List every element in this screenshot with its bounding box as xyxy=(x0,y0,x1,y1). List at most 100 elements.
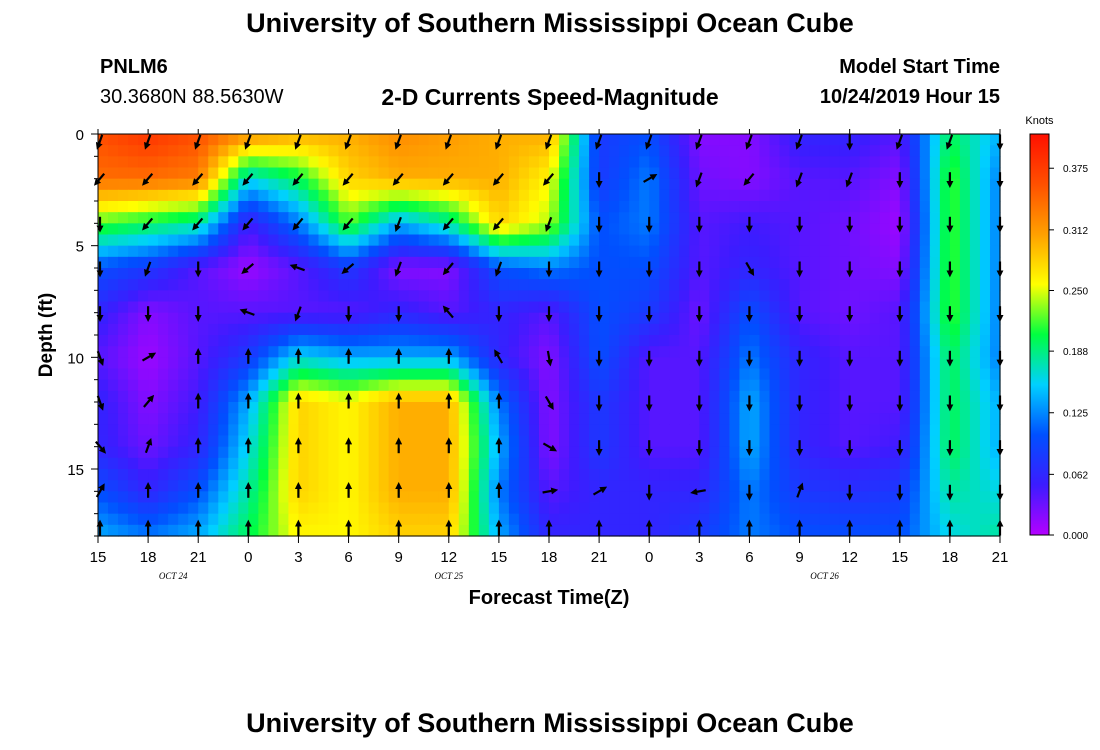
heatmap-cell xyxy=(448,513,460,526)
heatmap-cell xyxy=(889,268,901,280)
heatmap-cell xyxy=(208,402,219,414)
heatmap-cell xyxy=(709,346,720,358)
heatmap-cell xyxy=(158,279,169,291)
heatmap-cell xyxy=(288,256,300,269)
heatmap-cell xyxy=(138,513,149,526)
heatmap-cell xyxy=(739,446,751,459)
heatmap-cell xyxy=(208,223,219,236)
heatmap-cell xyxy=(709,446,720,459)
heatmap-cell xyxy=(438,323,450,336)
heatmap-cell xyxy=(508,301,520,314)
heatmap-cell xyxy=(969,290,981,303)
heatmap-cell xyxy=(338,335,350,347)
heatmap-cell xyxy=(739,524,751,537)
heatmap-cell xyxy=(699,457,710,470)
heatmap-cell xyxy=(929,312,941,325)
heatmap-cell xyxy=(799,346,811,358)
heatmap-cell xyxy=(639,234,650,247)
heatmap-cell xyxy=(929,301,941,314)
heatmap-cell xyxy=(759,524,771,537)
heatmap-cell xyxy=(969,212,981,224)
heatmap-cell xyxy=(709,279,720,291)
heatmap-cell xyxy=(208,156,219,169)
heatmap-cell xyxy=(569,524,580,537)
heatmap-cell xyxy=(929,201,941,213)
heatmap-cell xyxy=(709,201,720,213)
heatmap-cell xyxy=(659,413,670,425)
heatmap-cell xyxy=(538,346,550,358)
heatmap-cell xyxy=(448,335,460,347)
heatmap-cell xyxy=(639,469,650,481)
heatmap-cell xyxy=(919,457,931,470)
heatmap-cell xyxy=(228,268,239,280)
heatmap-cell xyxy=(258,201,269,213)
heatmap-cell xyxy=(849,178,861,191)
heatmap-cell xyxy=(118,223,129,236)
heatmap-cell xyxy=(518,335,530,347)
heatmap-cell xyxy=(659,234,670,247)
heatmap-cell xyxy=(709,402,720,414)
heatmap-cell xyxy=(148,323,159,336)
heatmap-cell xyxy=(238,424,249,437)
heatmap-cell xyxy=(929,268,941,280)
heatmap-cell xyxy=(268,491,279,504)
heatmap-cell xyxy=(969,457,981,470)
heatmap-cell xyxy=(478,446,490,459)
heatmap-cell xyxy=(789,357,801,370)
heatmap-cell xyxy=(408,402,420,414)
heatmap-cell xyxy=(799,379,811,392)
heatmap-cell xyxy=(98,178,109,191)
heatmap-cell xyxy=(739,245,751,258)
heatmap-cell xyxy=(619,480,630,492)
heatmap-cell xyxy=(919,301,931,314)
heatmap-cell xyxy=(158,424,169,437)
heatmap-cell xyxy=(258,390,269,403)
heatmap-cell xyxy=(98,435,109,448)
heatmap-cell xyxy=(629,290,640,303)
heatmap-cell xyxy=(278,390,290,403)
heatmap-cell xyxy=(949,312,961,325)
heatmap-cell xyxy=(709,335,720,347)
heatmap-cell xyxy=(398,201,410,213)
heatmap-cell xyxy=(138,346,149,358)
heatmap-cell xyxy=(418,279,430,291)
heatmap-cell xyxy=(138,145,149,157)
heatmap-cell xyxy=(819,156,831,169)
heatmap-cell xyxy=(488,323,500,336)
heatmap-cell xyxy=(458,335,470,347)
heatmap-cell xyxy=(408,279,420,291)
heatmap-cell xyxy=(889,524,901,537)
heatmap-cell xyxy=(308,524,320,537)
heatmap-cell xyxy=(178,335,189,347)
heatmap-cell xyxy=(488,335,500,347)
heatmap-cell xyxy=(258,323,269,336)
current-arrow xyxy=(244,134,252,150)
heatmap-cell xyxy=(949,457,961,470)
heatmap-cell xyxy=(879,145,891,157)
heatmap-cell xyxy=(689,390,700,403)
heatmap-cell xyxy=(268,201,279,213)
heatmap-cell xyxy=(308,223,320,236)
heatmap-cell xyxy=(599,480,610,492)
heatmap-cell xyxy=(689,524,700,537)
heatmap-cell xyxy=(619,212,630,224)
heatmap-cell xyxy=(388,435,400,448)
heatmap-cell xyxy=(248,402,259,414)
heatmap-cell xyxy=(749,234,761,247)
heatmap-cell xyxy=(358,268,370,280)
heatmap-cell xyxy=(709,167,720,180)
heatmap-cell xyxy=(779,234,791,247)
heatmap-cell xyxy=(929,357,941,370)
heatmap-cell xyxy=(889,357,901,370)
heatmap-cell xyxy=(929,134,941,146)
heatmap-cell xyxy=(899,491,911,504)
heatmap-cell xyxy=(368,435,380,448)
heatmap-cell xyxy=(218,212,229,224)
heatmap-cell xyxy=(478,480,490,492)
heatmap-cell xyxy=(258,402,269,414)
heatmap-cell xyxy=(759,189,771,202)
heatmap-cell xyxy=(899,424,911,437)
heatmap-cell xyxy=(969,357,981,370)
heatmap-cell xyxy=(118,156,129,169)
heatmap-cell xyxy=(198,457,209,470)
